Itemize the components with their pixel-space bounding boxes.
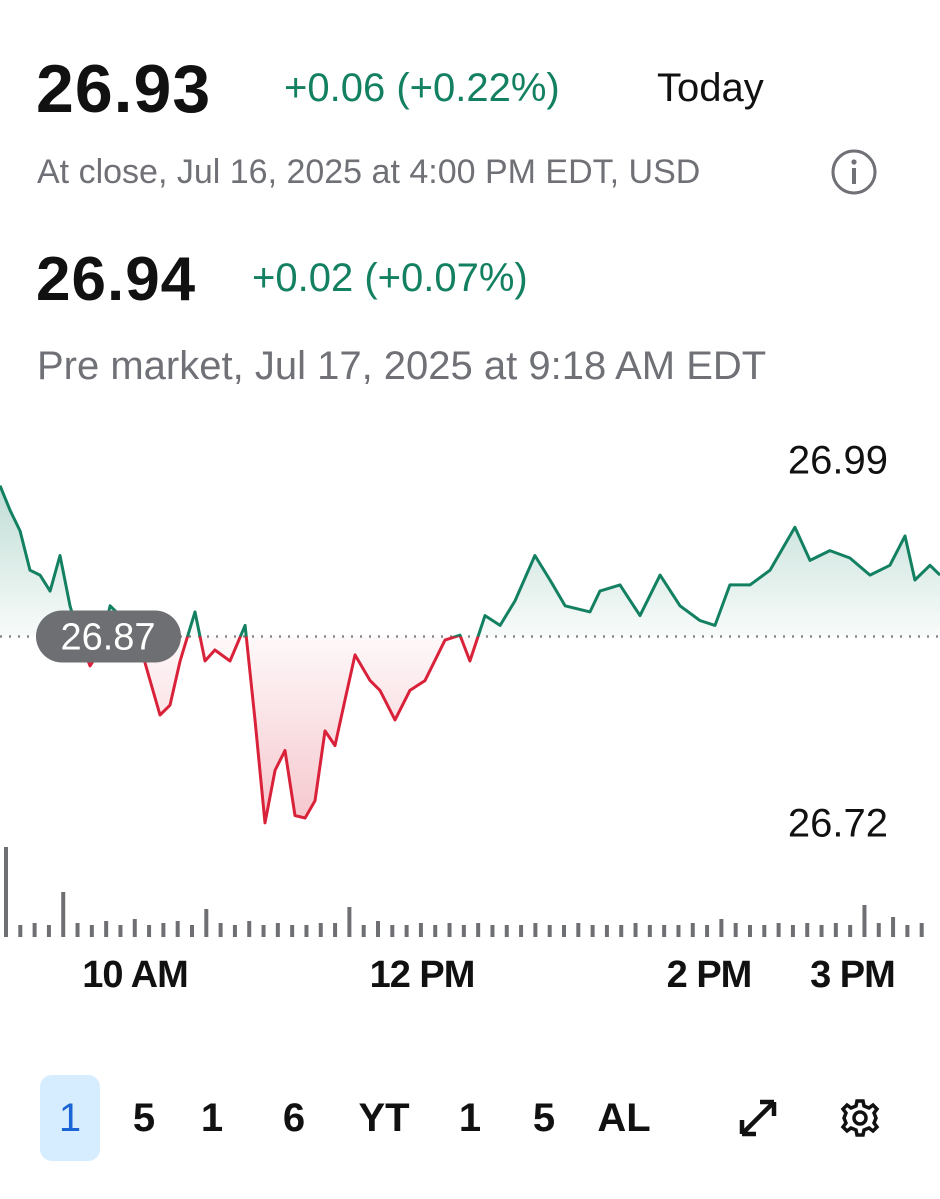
volume-bar xyxy=(318,923,323,937)
range-button[interactable]: 5 xyxy=(132,1096,156,1140)
x-tick-label: 12 PM xyxy=(370,954,475,996)
volume-bar xyxy=(46,925,51,937)
volume-bar xyxy=(633,923,638,937)
range-button[interactable]: 5 xyxy=(532,1096,556,1140)
period: Today xyxy=(657,66,764,110)
volume-bar xyxy=(876,923,881,937)
volume-bar xyxy=(748,925,752,937)
volume-bar xyxy=(905,925,910,937)
volume-bar xyxy=(132,919,137,937)
volume-bar xyxy=(275,923,280,937)
volume-bar xyxy=(590,925,595,937)
pre-price: 26.94 xyxy=(36,245,197,314)
volume-bar xyxy=(504,925,509,937)
info-icon[interactable] xyxy=(828,148,880,196)
volume-bar xyxy=(18,925,23,937)
volume-bar xyxy=(147,925,152,937)
volume-bar xyxy=(533,923,538,937)
volume-bar xyxy=(447,923,452,937)
pre-change: +0.02 (+0.07%) xyxy=(252,256,528,300)
volume-bar xyxy=(705,925,710,937)
volume-bar xyxy=(232,925,237,937)
range-button[interactable]: AL xyxy=(597,1096,651,1140)
volume-bar xyxy=(333,923,338,937)
x-tick-label: 10 AM xyxy=(82,954,188,996)
volume-bar xyxy=(562,925,566,937)
volume-bar xyxy=(190,925,194,937)
volume-bar xyxy=(476,923,481,937)
volume-bar xyxy=(733,923,738,937)
volume-bar xyxy=(662,925,667,937)
volume-bar xyxy=(204,909,209,937)
price-line xyxy=(0,485,940,825)
volume-bar xyxy=(290,925,295,937)
volume-bar xyxy=(862,905,867,937)
volume-bar xyxy=(175,921,180,937)
volume-bar xyxy=(433,925,438,937)
volume-bar xyxy=(891,917,896,937)
volume-bar xyxy=(848,925,853,937)
x-tick-label: 3 PM xyxy=(810,954,895,996)
expand-icon[interactable] xyxy=(736,1096,780,1140)
volume-bar xyxy=(919,923,924,937)
volume-bar xyxy=(104,921,109,937)
volume-bar xyxy=(218,923,223,937)
volume-bar xyxy=(418,923,423,937)
high-label: 26.99 xyxy=(788,438,888,482)
volume-bar xyxy=(118,925,123,937)
change: +0.06 (+0.22%) xyxy=(284,66,560,110)
volume-bar xyxy=(61,892,66,937)
volume-bar xyxy=(404,925,409,937)
volume-bar xyxy=(247,921,252,937)
range-button[interactable]: 1 xyxy=(200,1096,224,1140)
volume-bar xyxy=(676,925,681,937)
volume-bar xyxy=(347,907,352,937)
volume-bar xyxy=(32,923,37,937)
volume-bar xyxy=(4,847,8,937)
volume-bar xyxy=(776,923,781,937)
low-label: 26.72 xyxy=(788,801,888,845)
volume-bar xyxy=(75,923,80,937)
settings-icon[interactable] xyxy=(838,1096,882,1140)
volume-bar xyxy=(519,925,524,937)
volume-bar xyxy=(304,925,309,937)
x-tick-label: 2 PM xyxy=(667,954,752,996)
volume-bar xyxy=(490,925,495,937)
volume-bar xyxy=(89,925,94,937)
range-button[interactable]: 1 xyxy=(40,1075,100,1161)
volume-bar xyxy=(604,925,609,937)
pre-note: Pre market, Jul 17, 2025 at 9:18 AM EDT xyxy=(37,344,767,388)
volume-bar xyxy=(261,925,266,937)
range-button[interactable]: 6 xyxy=(282,1096,306,1140)
volume-bar xyxy=(819,925,824,937)
volume-bar xyxy=(833,923,838,937)
volume-bar xyxy=(690,923,695,937)
volume-bar xyxy=(762,925,767,937)
volume-bar xyxy=(161,923,166,937)
volume-bar xyxy=(576,923,581,937)
range-button[interactable]: YT xyxy=(358,1096,410,1140)
close-note: At close, Jul 16, 2025 at 4:00 PM EDT, U… xyxy=(37,153,701,191)
volume-bar xyxy=(376,921,380,937)
range-button[interactable]: 1 xyxy=(458,1096,482,1140)
volume-bar xyxy=(390,925,395,937)
volume-bar xyxy=(619,925,624,937)
volume-bar xyxy=(805,923,810,937)
previous-close-label: 26.87 xyxy=(60,616,155,658)
area xyxy=(0,485,940,823)
volume-bar xyxy=(461,925,466,937)
volume-bar xyxy=(790,925,795,937)
volume-bar xyxy=(361,925,366,937)
volume-bar xyxy=(547,925,552,937)
previous-close-pill xyxy=(36,610,181,663)
price: 26.93 xyxy=(36,51,212,127)
chart: 26.87 26.99 26.72 10 AM 12 PM 2 PM 3 PM xyxy=(0,438,940,996)
volume-bar xyxy=(719,919,724,937)
volume-bar xyxy=(647,925,652,937)
